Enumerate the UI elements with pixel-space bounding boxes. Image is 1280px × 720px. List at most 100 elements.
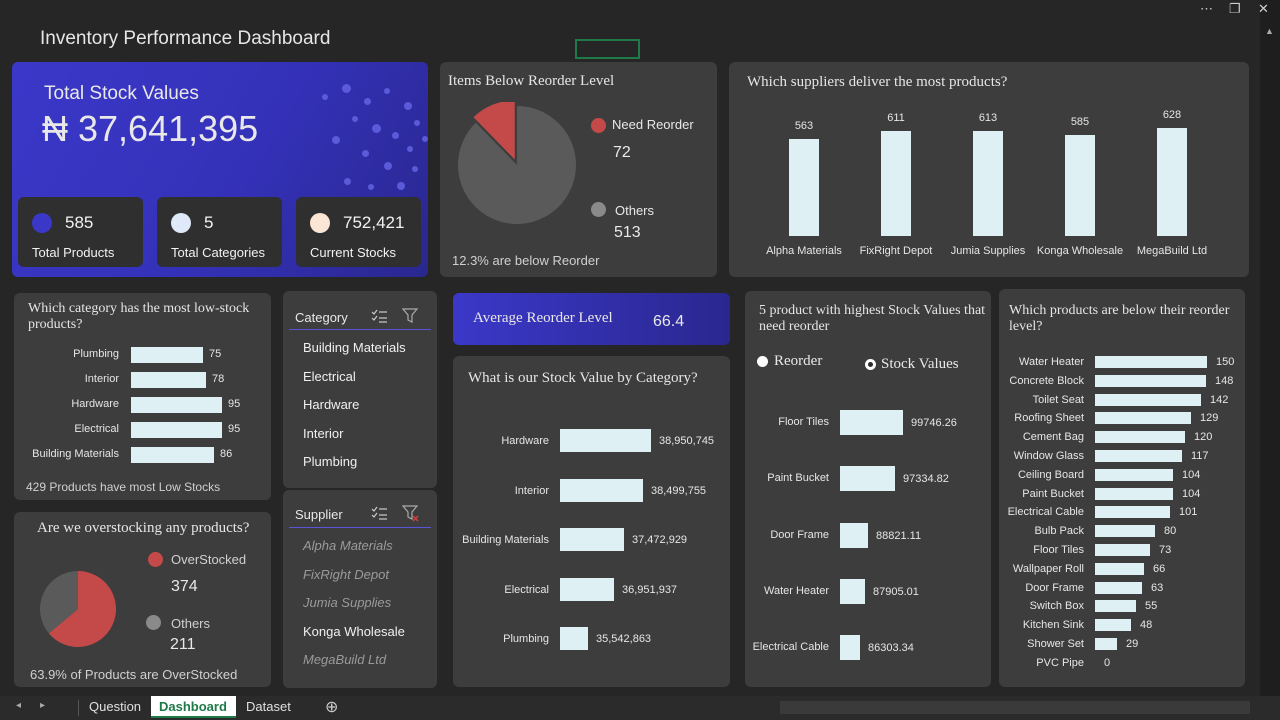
overstocked-label: OverStocked [171, 552, 247, 567]
supplier-slicer-item[interactable]: Konga Wholesale [303, 623, 405, 639]
top5-product-label: Door Frame [770, 528, 829, 541]
lowstock-value-label: 75 [209, 348, 222, 360]
kpi-label: Total Products [32, 245, 115, 260]
lowstock-value-label: 95 [228, 398, 241, 410]
kpi-value: 585 [65, 213, 94, 232]
below-bar [1095, 393, 1201, 406]
next-sheet-icon[interactable]: ▸ [40, 700, 46, 711]
category-slicer-item[interactable]: Interior [303, 425, 344, 441]
reorder-legend-icon [757, 356, 768, 367]
total-stock-card: Total Stock Values ₦ 37,641,395 585 Tota… [12, 62, 428, 277]
supplier-bar [1065, 135, 1095, 236]
tab-divider [78, 700, 79, 716]
horizontal-scrollbar[interactable] [780, 701, 1250, 714]
lowstock-bar [131, 347, 203, 363]
top5-value-label: 97334.82 [903, 473, 949, 486]
overstock-pie-chart [39, 571, 116, 647]
category-slicer-item[interactable]: Building Materials [303, 340, 406, 355]
tab-dashboard-active[interactable]: Dashboard [151, 696, 236, 718]
below-bar [1095, 619, 1131, 632]
decorative-dot [412, 166, 418, 172]
need-reorder-legend-icon [591, 118, 606, 133]
close-icon[interactable]: ✕ [1258, 1, 1269, 16]
below-value-label: 104 [1182, 487, 1201, 500]
top5-bar [840, 635, 860, 661]
lowstock-bar [131, 372, 206, 388]
tab-question[interactable]: Question [89, 699, 142, 714]
kpi-value: 752,421 [343, 213, 405, 232]
below-product-label: Electrical Cable [1007, 506, 1084, 519]
below-value-label: 129 [1200, 412, 1219, 425]
below-product-label: Wallpaper Roll [1012, 562, 1084, 575]
stock-category-bar [560, 528, 624, 551]
add-sheet-icon[interactable]: ⊕ [325, 699, 339, 716]
restore-icon[interactable]: ❐ [1229, 1, 1241, 16]
decorative-dot [362, 150, 369, 157]
clear-filter-icon[interactable] [402, 505, 420, 523]
top5-reorder-panel: 5 product with highest Stock Values that… [745, 291, 991, 687]
supplier-category-label: FixRight Depot [859, 245, 933, 257]
below-bar [1095, 525, 1155, 538]
stock-category-label: Interior [514, 484, 549, 497]
clear-filter-icon[interactable] [402, 308, 420, 324]
multi-select-icon[interactable] [371, 309, 387, 323]
average-reorder-value: 66.4 [653, 313, 685, 330]
supplier-slicer-item[interactable]: FixRight Depot [303, 566, 389, 582]
kpi-label: Current Stocks [310, 245, 396, 260]
below-value-label: 48 [1140, 619, 1153, 632]
below-bar [1095, 374, 1206, 387]
supplier-category-label: Jumia Supplies [950, 245, 1026, 257]
scroll-up-icon[interactable]: ▲ [1265, 26, 1274, 36]
stock-category-value-label: 38,950,745 [659, 435, 715, 447]
kpi-total-products: 585 Total Products [18, 197, 143, 267]
supplier-slicer-item[interactable]: Jumia Supplies [303, 595, 392, 611]
stock-category-value-label: 37,472,929 [632, 534, 688, 546]
below-product-label: Water Heater [1018, 356, 1084, 368]
tab-dataset[interactable]: Dataset [246, 699, 291, 714]
stock-by-category-title: What is our Stock Value by Category? [468, 370, 698, 386]
selected-cell[interactable] [575, 39, 640, 59]
below-value-label: 120 [1194, 431, 1213, 444]
more-options-icon[interactable]: ⋯ [1200, 1, 1213, 16]
below-value-label: 142 [1210, 393, 1229, 406]
below-bar [1095, 356, 1207, 368]
lowstock-category-label: Building Materials [32, 448, 119, 460]
lowstock-bar [131, 447, 214, 463]
decorative-dot [332, 136, 340, 144]
supplier-slicer-item[interactable]: Alpha Materials [303, 538, 393, 553]
below-product-label: Floor Tiles [1033, 544, 1084, 556]
overstock-others-value: 211 [170, 636, 196, 653]
kpi-total-categories: 5 Total Categories [157, 197, 282, 267]
top5-product-label: Water Heater [763, 584, 829, 597]
multi-select-icon[interactable] [371, 506, 387, 520]
kpi-value: 5 [204, 213, 214, 232]
below-product-label: Concrete Block [1009, 374, 1084, 387]
below-bar [1095, 412, 1191, 425]
category-slicer-item[interactable]: Electrical [303, 368, 356, 384]
below-value-label: 55 [1145, 600, 1158, 613]
lowstock-category-label: Plumbing [73, 348, 119, 360]
top5-product-label: Electrical Cable [752, 641, 829, 654]
top5-value-label: 88821.11 [876, 529, 922, 542]
vertical-scrollbar[interactable]: ▲ [1260, 20, 1280, 696]
reorder-pie-footer: 12.3% are below Reorder [452, 253, 600, 268]
reorder-pie-title: Items Below Reorder Level [448, 73, 615, 89]
below-product-label: Bulb Pack [1034, 525, 1084, 538]
category-slicer-item[interactable]: Hardware [303, 397, 360, 413]
top5-reorder-title: 5 product with highest Stock Values that… [759, 303, 986, 334]
category-slicer-item[interactable]: Plumbing [303, 454, 358, 470]
stock-category-bar [560, 478, 643, 502]
others-legend-icon [591, 202, 606, 217]
stock-values-legend-label: Stock Values [881, 356, 959, 372]
supplier-slicer-item[interactable]: MegaBuild Ltd [303, 652, 387, 668]
decorative-dot [384, 88, 390, 94]
stock-category-bar [560, 577, 614, 601]
below-bar [1095, 562, 1144, 575]
kpi-current-stocks: 752,421 Current Stocks [296, 197, 421, 267]
prev-sheet-icon[interactable]: ◂ [16, 700, 22, 711]
below-bar [1095, 581, 1142, 594]
total-stock-title: Total Stock Values [44, 83, 199, 104]
supplier-category-label: Konga Wholesale [1036, 245, 1124, 257]
top5-product-label: Floor Tiles [778, 416, 829, 428]
suppliers-chart-panel: Which suppliers deliver the most product… [729, 62, 1249, 277]
